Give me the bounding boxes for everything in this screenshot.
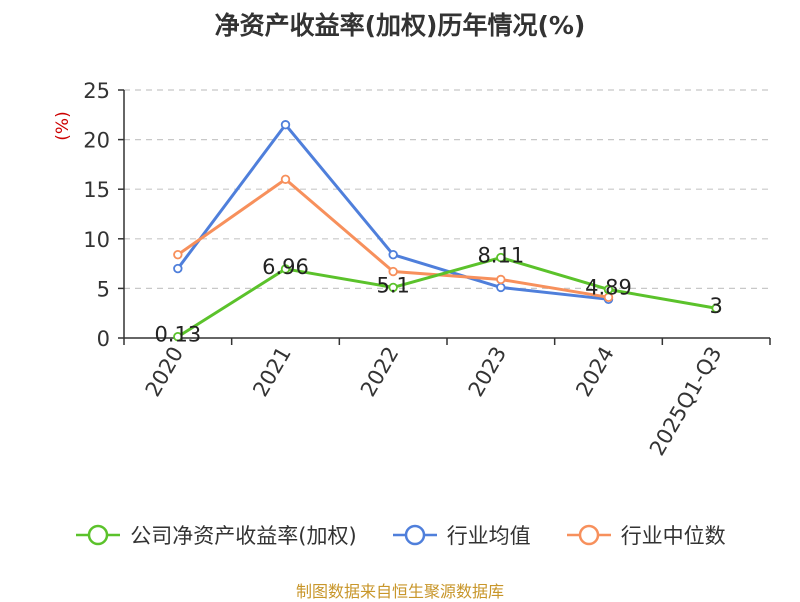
- y-tick-label: 15: [83, 178, 110, 202]
- legend-label: 行业均值: [446, 524, 531, 548]
- data-label: 5.1: [376, 273, 409, 297]
- legend-item-company[interactable]: 公司净资产收益率(加权): [74, 520, 357, 550]
- grid-layer: [124, 89, 770, 289]
- data-point-industry_median: [388, 266, 398, 277]
- series-line-company: [177, 256, 717, 338]
- y-tick-label: 10: [83, 228, 110, 252]
- y-tick-label: 5: [97, 277, 110, 301]
- legend-item-industry_median[interactable]: 行业中位数: [565, 520, 726, 550]
- data-label: 3: [709, 294, 722, 318]
- y-tick-label: 20: [83, 129, 110, 153]
- data-point-industry_avg: [388, 249, 398, 260]
- axis-layer: 0 5 10 15 20 25 2020 2021 2022 2023 2024 2025Q1-Q3 (…: [53, 79, 771, 460]
- legend-marker-icon: [392, 524, 437, 546]
- y-tick-label: 25: [83, 79, 110, 103]
- legend: 公司净资产收益率(加权) 行业均值 行业中位数: [0, 520, 800, 550]
- data-point-company: [711, 303, 721, 313]
- data-point-industry_avg: [173, 263, 183, 274]
- chart-title: 净资产收益率(加权)历年情况(%): [214, 11, 586, 40]
- x-tick-label: 2022: [356, 343, 404, 401]
- x-tick-label: 2020: [141, 343, 189, 401]
- data-label: 0.13: [154, 323, 201, 347]
- data-point-company: [280, 264, 291, 274]
- x-tick-label: 2023: [464, 343, 512, 401]
- data-point-industry_avg: [496, 282, 506, 293]
- data-label: 6.96: [262, 255, 309, 279]
- data-point-industry_avg: [280, 120, 291, 130]
- data-point-industry_median: [280, 174, 291, 184]
- data-label: 8.11: [477, 244, 524, 268]
- x-tick-label: 2021: [248, 343, 296, 401]
- x-tick-label: 2025Q1-Q3: [645, 343, 727, 460]
- data-label: 4.89: [585, 275, 632, 299]
- y-tick-label: 0: [97, 327, 110, 351]
- source-note: 制图数据来自恒生聚源数据库: [295, 582, 504, 601]
- data-point-industry_median: [173, 249, 183, 260]
- data-point-company: [603, 284, 614, 295]
- data-label-layer: 0.13 6.96 5.1 8.11 4.89 3: [154, 244, 722, 347]
- x-tick-label: 2024: [571, 343, 619, 401]
- y-axis-unit: (%): [53, 111, 73, 140]
- legend-marker-icon: [566, 524, 611, 546]
- series-layer: [173, 120, 721, 342]
- data-point-company: [388, 282, 398, 293]
- legend-marker-icon: [76, 524, 121, 546]
- data-point-company: [173, 332, 183, 342]
- legend-label: 行业中位数: [620, 524, 726, 548]
- legend-label: 公司净资产收益率(加权): [130, 524, 357, 548]
- data-point-industry_median: [496, 274, 506, 285]
- data-point-company: [496, 252, 506, 263]
- legend-item-industry_avg[interactable]: 行业均值: [391, 520, 531, 550]
